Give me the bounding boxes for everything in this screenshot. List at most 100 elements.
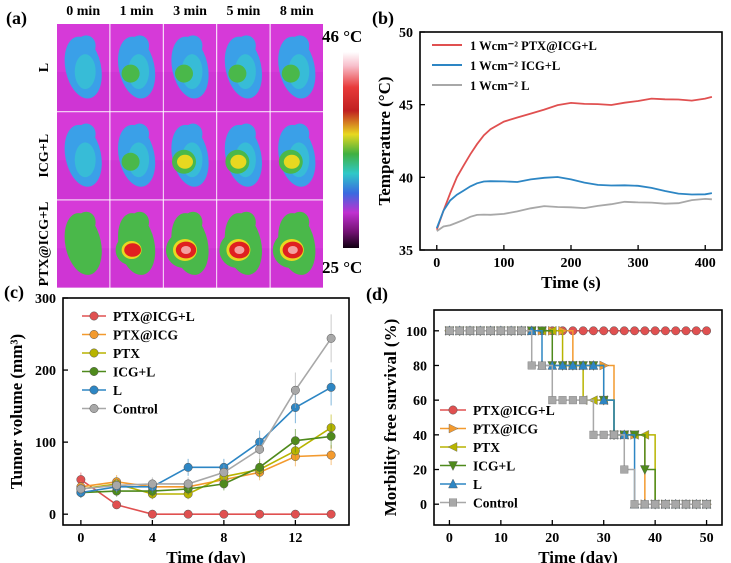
legend-label: 1 Wcm⁻² PTX@ICG+L bbox=[470, 39, 597, 53]
data-point bbox=[640, 326, 650, 336]
series-line bbox=[80, 435, 332, 494]
thermal-image bbox=[217, 112, 270, 200]
legend-label: PTX@ICG+L bbox=[113, 309, 195, 324]
data-point bbox=[517, 326, 526, 335]
legend-label: PTX bbox=[113, 346, 140, 361]
data-point bbox=[290, 436, 300, 446]
data-point bbox=[466, 326, 475, 335]
thermal-image bbox=[110, 200, 163, 288]
panel-a: (a) 0 min 1 min 3 min 5 min 8 min L ICG+L PTX@… bbox=[6, 4, 362, 288]
data-point bbox=[589, 430, 598, 439]
data-point bbox=[691, 326, 701, 336]
y-tick-label: 35 bbox=[399, 244, 413, 259]
data-point bbox=[692, 500, 701, 509]
legend-label: 1 Wcm⁻² ICG+L bbox=[470, 59, 560, 73]
series-line bbox=[80, 478, 332, 515]
time-header: 8 min bbox=[280, 4, 314, 19]
x-tick-label: 50 bbox=[700, 531, 714, 546]
x-axis-label: Time (day) bbox=[538, 548, 618, 563]
thermal-image bbox=[163, 112, 217, 200]
panel-label: (d) bbox=[366, 284, 388, 305]
y-tick-label: 60 bbox=[413, 394, 427, 409]
data-point bbox=[620, 465, 629, 474]
x-axis-label: Time (s) bbox=[541, 273, 601, 292]
legend-marker bbox=[89, 385, 99, 395]
legend-marker bbox=[89, 311, 99, 321]
series-line bbox=[435, 176, 713, 229]
thermal-image bbox=[270, 24, 323, 112]
data-point bbox=[326, 333, 336, 343]
data-point bbox=[476, 326, 485, 335]
panel-label: (c) bbox=[4, 282, 24, 303]
legend-marker bbox=[89, 348, 99, 358]
thermal-image bbox=[57, 200, 110, 288]
data-point bbox=[681, 326, 691, 336]
data-point bbox=[702, 326, 712, 336]
legend-marker bbox=[448, 423, 459, 434]
x-axis-label: Time (day) bbox=[166, 548, 246, 563]
thermal-image bbox=[270, 200, 323, 288]
y-tick-label: 200 bbox=[35, 364, 56, 379]
data-point bbox=[112, 480, 122, 490]
y-tick-label: 100 bbox=[406, 325, 427, 340]
legend-label: 1 Wcm⁻² L bbox=[470, 79, 529, 93]
data-point bbox=[578, 360, 588, 370]
row-label: PTX@ICG+L bbox=[37, 202, 52, 287]
thermal-image bbox=[163, 24, 217, 112]
data-point bbox=[219, 479, 229, 489]
x-tick-label: 30 bbox=[597, 531, 611, 546]
time-header: 1 min bbox=[120, 4, 154, 19]
legend-marker bbox=[89, 404, 99, 413]
data-point bbox=[702, 500, 711, 509]
y-tick-label: 0 bbox=[49, 508, 56, 523]
data-point bbox=[568, 360, 578, 370]
data-point bbox=[630, 326, 640, 336]
series-line bbox=[80, 337, 332, 490]
series-line bbox=[435, 96, 713, 230]
thermal-image bbox=[57, 24, 110, 112]
data-point bbox=[578, 326, 588, 336]
legend-label: Control bbox=[113, 402, 158, 417]
data-point bbox=[76, 484, 86, 494]
data-point bbox=[290, 385, 300, 395]
series-line bbox=[436, 197, 712, 232]
data-point bbox=[219, 509, 229, 519]
thermal-image bbox=[110, 112, 163, 200]
data-point bbox=[610, 430, 619, 439]
data-point bbox=[609, 326, 619, 336]
data-point bbox=[326, 450, 336, 460]
data-point bbox=[445, 326, 454, 335]
panel-b-temperature-chart: 0 100 200 300 400 35 40 45 50 Time (s) Temperature… bbox=[372, 8, 723, 292]
colorbar-max-label: 46 °C bbox=[322, 27, 362, 46]
panel-c-tumor-volume-chart: 0 4 8 12 0 100 200 300 Time (day) Tumor volume (m… bbox=[4, 282, 350, 563]
thermal-image bbox=[110, 24, 163, 112]
x-tick-label: 100 bbox=[493, 256, 514, 271]
data-point bbox=[486, 326, 495, 335]
data-point bbox=[630, 500, 639, 509]
legend-marker bbox=[448, 478, 458, 489]
series-line bbox=[80, 386, 332, 494]
thermal-image bbox=[270, 112, 323, 200]
data-point bbox=[290, 509, 300, 519]
data-point bbox=[219, 467, 229, 477]
row-label: L bbox=[37, 63, 52, 72]
y-axis-label: Tumor volume (mm³) bbox=[7, 334, 26, 489]
legend-marker bbox=[448, 405, 458, 415]
x-tick-label: 400 bbox=[695, 256, 716, 271]
panel-a-label: (a) bbox=[6, 8, 27, 29]
y-axis-label: Temperature (°C) bbox=[375, 76, 394, 205]
y-tick-label: 40 bbox=[399, 171, 413, 186]
y-tick-label: 300 bbox=[35, 292, 56, 307]
x-tick-label: 10 bbox=[494, 531, 508, 546]
data-point bbox=[588, 360, 599, 370]
data-point bbox=[579, 396, 588, 405]
legend-marker bbox=[448, 461, 458, 471]
x-tick-label: 4 bbox=[149, 531, 156, 546]
time-header: 5 min bbox=[226, 4, 260, 19]
y-tick-label: 0 bbox=[420, 498, 427, 513]
x-tick-label: 20 bbox=[545, 531, 559, 546]
colorbar-min-label: 25 °C bbox=[322, 258, 362, 277]
data-point bbox=[651, 500, 660, 509]
data-point bbox=[548, 396, 557, 405]
x-tick-label: 8 bbox=[220, 531, 227, 546]
